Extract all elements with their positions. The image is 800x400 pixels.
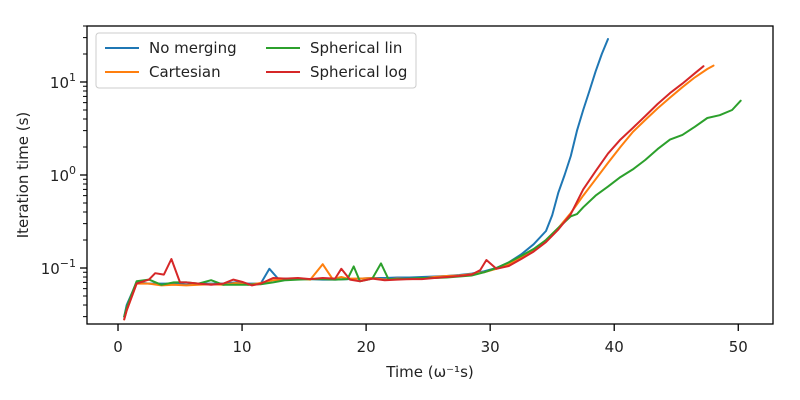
y-axis: 10−1 100 101 [41, 25, 87, 318]
y-tick-label-2: 101 [50, 71, 76, 92]
legend-box [95, 32, 417, 89]
x-axis: 0 10 20 30 40 50 [113, 324, 748, 356]
series-layer [123, 38, 742, 321]
y-tick-label-1: 100 [50, 164, 76, 185]
x-tick-label-4: 40 [605, 338, 624, 356]
x-axis-label: Time (ω⁻¹s) [385, 363, 474, 381]
y-axis-label: Iteration time (s) [14, 112, 32, 239]
x-tick-label-0: 0 [113, 338, 123, 356]
series-line-3 [123, 65, 705, 321]
y-tick-label-0: 10−1 [41, 257, 76, 278]
x-tick-label-3: 30 [481, 338, 500, 356]
x-tick-label-2: 20 [357, 338, 376, 356]
legend-label-2: Spherical lin [310, 39, 402, 57]
x-tick-label-1: 10 [233, 338, 252, 356]
legend-label-1: Cartesian [149, 63, 221, 81]
legend: No merging Cartesian Spherical lin Spherica… [95, 32, 417, 89]
x-tick-label-5: 50 [729, 338, 748, 356]
legend-label-0: No merging [149, 39, 237, 57]
series-line-2 [123, 99, 742, 318]
legend-label-3: Spherical log [310, 63, 407, 81]
